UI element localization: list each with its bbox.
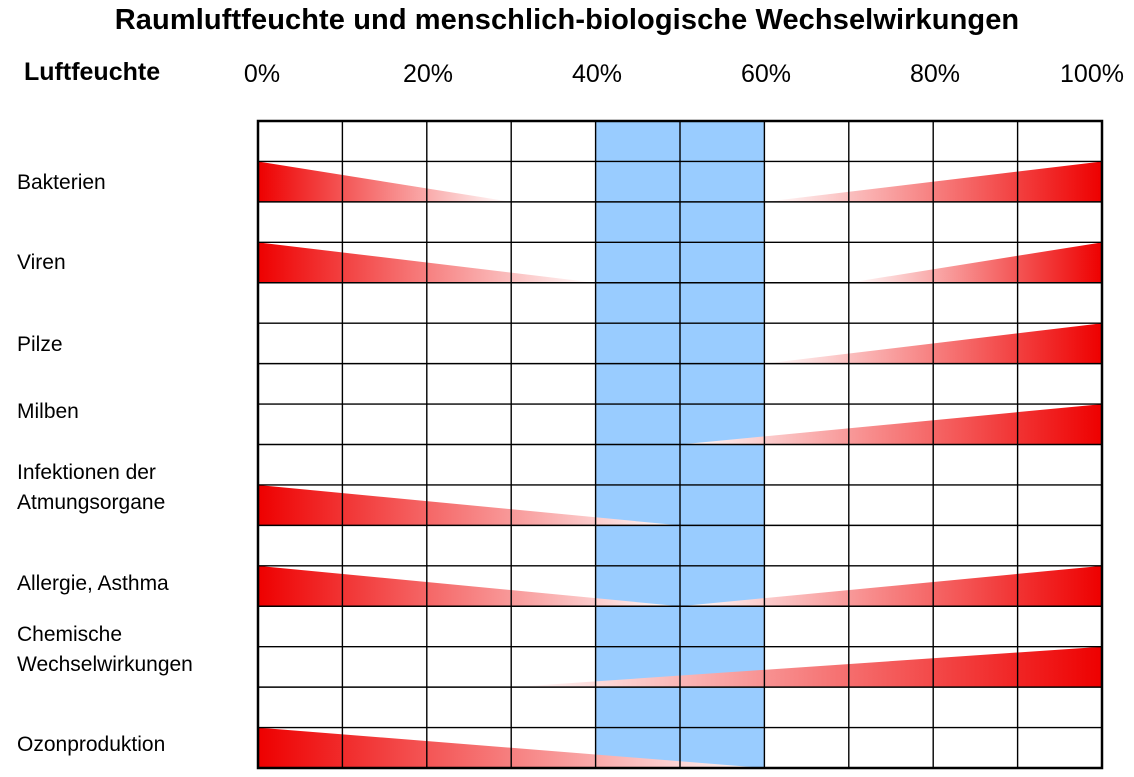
x-tick-60: 60% [740,60,792,88]
x-tick-100: 100% [1060,60,1124,88]
wedge-high-viren [848,242,1102,283]
wedge-high-chemische-wechselwirkungen [511,646,1102,688]
wedge-low-allergie-asthma [258,565,680,607]
wedge-low-infektionen-der-atmungsorgane [258,484,680,526]
chart-title: Raumluftfeuchte und menschlich-biologisc… [114,4,1020,36]
x-tick-80: 80% [909,60,961,88]
x-tick-0: 0% [243,60,281,88]
row-label-ozon: Ozonproduktion [17,733,166,756]
row-label-viren: Viren [17,251,66,274]
row-label-infektionen: Infektionen der Atmungsorgane [17,461,166,514]
wedge-low-bakterien [258,161,512,202]
row-label-milben: Milben [17,400,79,423]
row-label-pilze: Pilze [17,333,63,356]
wedge-high-allergie-asthma [680,565,1102,607]
row-label-bakterien: Bakterien [17,171,106,194]
wedge-high-milben [680,404,1102,445]
x-axis-label: Luftfeuchte [24,58,161,86]
x-tick-20: 20% [402,60,454,88]
x-tick-40: 40% [571,60,623,88]
chart-frame [256,119,1104,770]
row-label-chemische: Chemische Wechselwirkungen [17,623,193,676]
row-label-allergie: Allergie, Asthma [17,572,169,595]
